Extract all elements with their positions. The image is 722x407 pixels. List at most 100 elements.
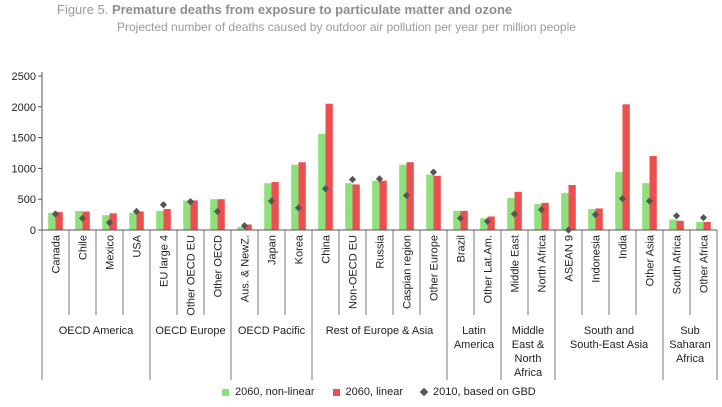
bar-linear <box>244 224 252 230</box>
y-tick-label: 0 <box>30 225 36 237</box>
legend-label-nonlinear: 2060, non-linear <box>235 386 315 398</box>
bar-nonlinear <box>669 219 677 230</box>
group-label: Middle East & North Africa <box>512 325 545 379</box>
group-label-line: OECD America <box>59 325 134 337</box>
legend-item-gbd: 2010, based on GBD <box>419 386 536 398</box>
category-label: Chile <box>78 235 90 260</box>
bar-nonlinear <box>453 210 461 230</box>
bar-linear <box>622 104 630 230</box>
group-label-line: Rest of Europe & Asia <box>326 325 434 337</box>
category-label: South Africa <box>672 234 684 294</box>
bar-nonlinear <box>588 209 596 230</box>
marker-gbd <box>51 210 60 218</box>
bar-linear <box>676 220 684 230</box>
bar-nonlinear <box>615 172 623 230</box>
bar-linear <box>136 211 144 230</box>
group-label-line: Africa <box>676 353 705 365</box>
bar-nonlinear <box>75 210 83 230</box>
bar-linear <box>271 181 279 230</box>
bar-nonlinear <box>291 164 299 230</box>
bar-nonlinear <box>318 133 326 230</box>
bar-linear <box>190 200 198 230</box>
marker-gbd <box>402 191 411 200</box>
category-label: Other OECD EU <box>186 235 198 316</box>
group-label-line: North <box>515 353 542 365</box>
group-label: Sub Saharan Africa <box>669 325 711 365</box>
group-label-line: Sub <box>680 325 700 337</box>
bar-nonlinear <box>696 221 704 230</box>
marker-gbd <box>321 185 330 193</box>
category-label: Korea <box>294 234 306 264</box>
category-label: Other Africa <box>699 234 711 293</box>
group-label-line: Africa <box>514 367 543 379</box>
category-label: Canada <box>51 234 63 273</box>
chart-title: Figure 5. Premature deaths from exposure… <box>57 2 717 17</box>
legend-marker-gbd <box>419 387 429 397</box>
category-label: Brazil <box>456 235 468 263</box>
marker-gbd <box>105 219 114 227</box>
group-label-line: OECD Pacific <box>238 325 306 337</box>
category-label: Mexico <box>105 235 117 270</box>
bar-nonlinear <box>48 212 56 230</box>
marker-gbd <box>159 201 168 209</box>
group-label-line: OECD Europe <box>155 325 225 337</box>
group-label: OECD America <box>59 325 134 337</box>
marker-gbd <box>537 206 546 214</box>
group-label: Latin America <box>454 325 495 351</box>
bar-nonlinear <box>102 215 110 230</box>
marker-gbd <box>240 222 249 230</box>
bar-linear <box>82 211 90 230</box>
marker-gbd <box>672 212 681 220</box>
group-label-line: America <box>454 339 495 351</box>
marker-gbd <box>294 204 303 212</box>
bar-nonlinear <box>129 212 137 230</box>
bar-nonlinear <box>156 210 164 230</box>
bar-nonlinear <box>183 200 191 230</box>
figure-title: Premature deaths from exposure to partic… <box>111 2 513 17</box>
group-label-line: South and <box>584 325 634 337</box>
marker-gbd <box>348 175 357 184</box>
legend-item-nonlinear: 2060, non-linear <box>222 386 315 398</box>
group-label: South and South-East Asia <box>570 325 649 351</box>
group-label: Rest of Europe & Asia <box>326 325 434 337</box>
legend-swatch-nonlinear <box>222 388 229 396</box>
bar-linear <box>460 210 468 230</box>
bar-linear <box>109 213 117 230</box>
marker-gbd <box>132 207 141 216</box>
bar-nonlinear <box>561 193 569 230</box>
bar-nonlinear <box>507 197 515 230</box>
bar-linear <box>217 199 225 230</box>
bar-nonlinear <box>210 199 218 230</box>
marker-gbd <box>429 168 438 176</box>
group-label-line: South-East Asia <box>570 339 649 351</box>
bar-linear <box>487 216 495 230</box>
bar-linear <box>406 162 414 230</box>
category-label: Russia <box>375 234 387 269</box>
bar-nonlinear <box>534 204 542 230</box>
bar-linear <box>649 156 657 230</box>
figure-label: Figure 5. <box>57 2 109 17</box>
y-tick-label: 1000 <box>12 163 36 175</box>
group-label-line: Middle <box>512 325 544 337</box>
chart-subtitle: Projected number of deaths caused by out… <box>117 20 576 34</box>
y-tick-label: 2000 <box>12 102 36 114</box>
group-label: OECD Europe <box>155 325 225 337</box>
bar-nonlinear <box>264 183 272 230</box>
category-label: North Africa <box>537 234 549 292</box>
bar-nonlinear <box>642 183 650 230</box>
marker-gbd <box>510 210 519 218</box>
category-label: Japan <box>267 235 279 265</box>
bar-nonlinear <box>237 226 245 230</box>
group-label-line: Saharan <box>669 339 711 351</box>
legend-label-gbd: 2010, based on GBD <box>433 386 536 398</box>
group-label-line: East & <box>512 339 545 351</box>
y-tick-label: 1500 <box>12 133 36 145</box>
category-label: Indonesia <box>591 234 603 283</box>
bar-nonlinear <box>399 164 407 230</box>
bar-nonlinear <box>345 183 353 230</box>
bar-linear <box>55 212 63 230</box>
category-label: Caspian region <box>402 235 414 309</box>
group-label: OECD Pacific <box>238 325 306 337</box>
bar-linear <box>568 185 576 230</box>
